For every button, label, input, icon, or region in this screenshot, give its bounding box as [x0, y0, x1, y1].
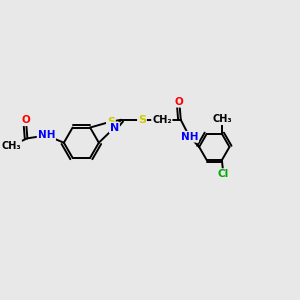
- Text: O: O: [22, 115, 30, 125]
- Text: CH₃: CH₃: [2, 141, 21, 151]
- Text: NH: NH: [181, 132, 198, 142]
- Text: S: S: [138, 115, 146, 125]
- Text: CH₃: CH₃: [212, 114, 232, 124]
- Text: S: S: [107, 117, 115, 127]
- Text: N: N: [110, 123, 119, 133]
- Text: NH: NH: [38, 130, 55, 140]
- Text: Cl: Cl: [218, 169, 229, 179]
- Text: CH₂: CH₂: [152, 115, 172, 125]
- Text: O: O: [175, 97, 184, 107]
